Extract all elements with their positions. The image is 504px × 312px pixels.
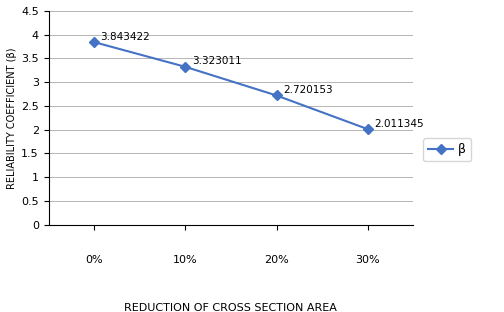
Legend: β: β xyxy=(423,138,471,161)
Text: 3.843422: 3.843422 xyxy=(101,32,150,42)
Text: 2.011345: 2.011345 xyxy=(374,119,424,129)
Y-axis label: RELIABILITY COEFFICIENT (β): RELIABILITY COEFFICIENT (β) xyxy=(7,47,17,188)
X-axis label: REDUCTION OF CROSS SECTION AREA: REDUCTION OF CROSS SECTION AREA xyxy=(124,303,337,312)
Text: 3.323011: 3.323011 xyxy=(192,56,241,66)
Text: 2.720153: 2.720153 xyxy=(283,85,333,95)
